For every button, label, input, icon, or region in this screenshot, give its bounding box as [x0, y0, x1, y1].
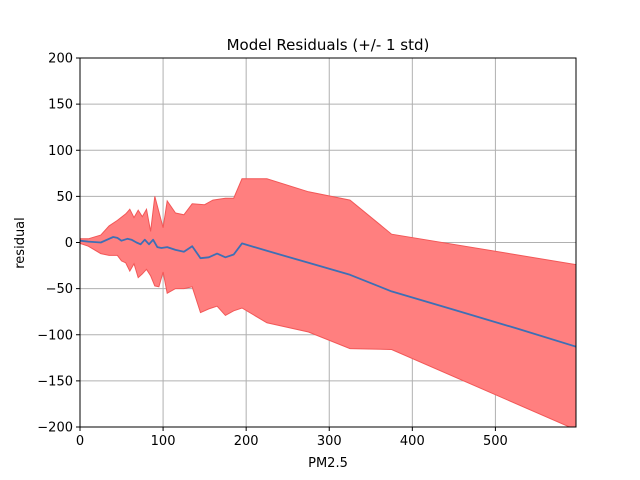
x-axis-title: PM2.5 — [308, 456, 348, 471]
x-tick-label: 100 — [151, 434, 176, 449]
x-tick-label: 200 — [234, 434, 259, 449]
y-tick-label: 50 — [56, 190, 73, 205]
std-band — [80, 178, 576, 427]
y-tick-label: −200 — [37, 421, 73, 436]
series-layer — [80, 236, 576, 348]
y-tick-label: 0 — [65, 236, 73, 251]
chart-title: Model Residuals (+/- 1 std) — [227, 36, 430, 54]
y-axis-title: residual — [13, 217, 28, 269]
y-tick-label: −150 — [37, 374, 73, 389]
y-tick-label: −100 — [37, 328, 73, 343]
x-tick-label: 0 — [76, 434, 84, 449]
y-tick-label: 150 — [48, 98, 73, 113]
y-tick-label: −50 — [46, 282, 73, 297]
ticks: 0 100 200 300 400 500200150100500−50−100−150−… — [37, 52, 508, 450]
x-tick-label: 400 — [400, 434, 425, 449]
std-band-area — [80, 178, 576, 427]
y-tick-label: 200 — [48, 52, 73, 67]
residual-mean-line — [80, 236, 576, 348]
x-tick-label: 300 — [317, 434, 342, 449]
x-tick-label: 500 — [483, 434, 508, 449]
y-tick-label: 100 — [48, 144, 73, 159]
